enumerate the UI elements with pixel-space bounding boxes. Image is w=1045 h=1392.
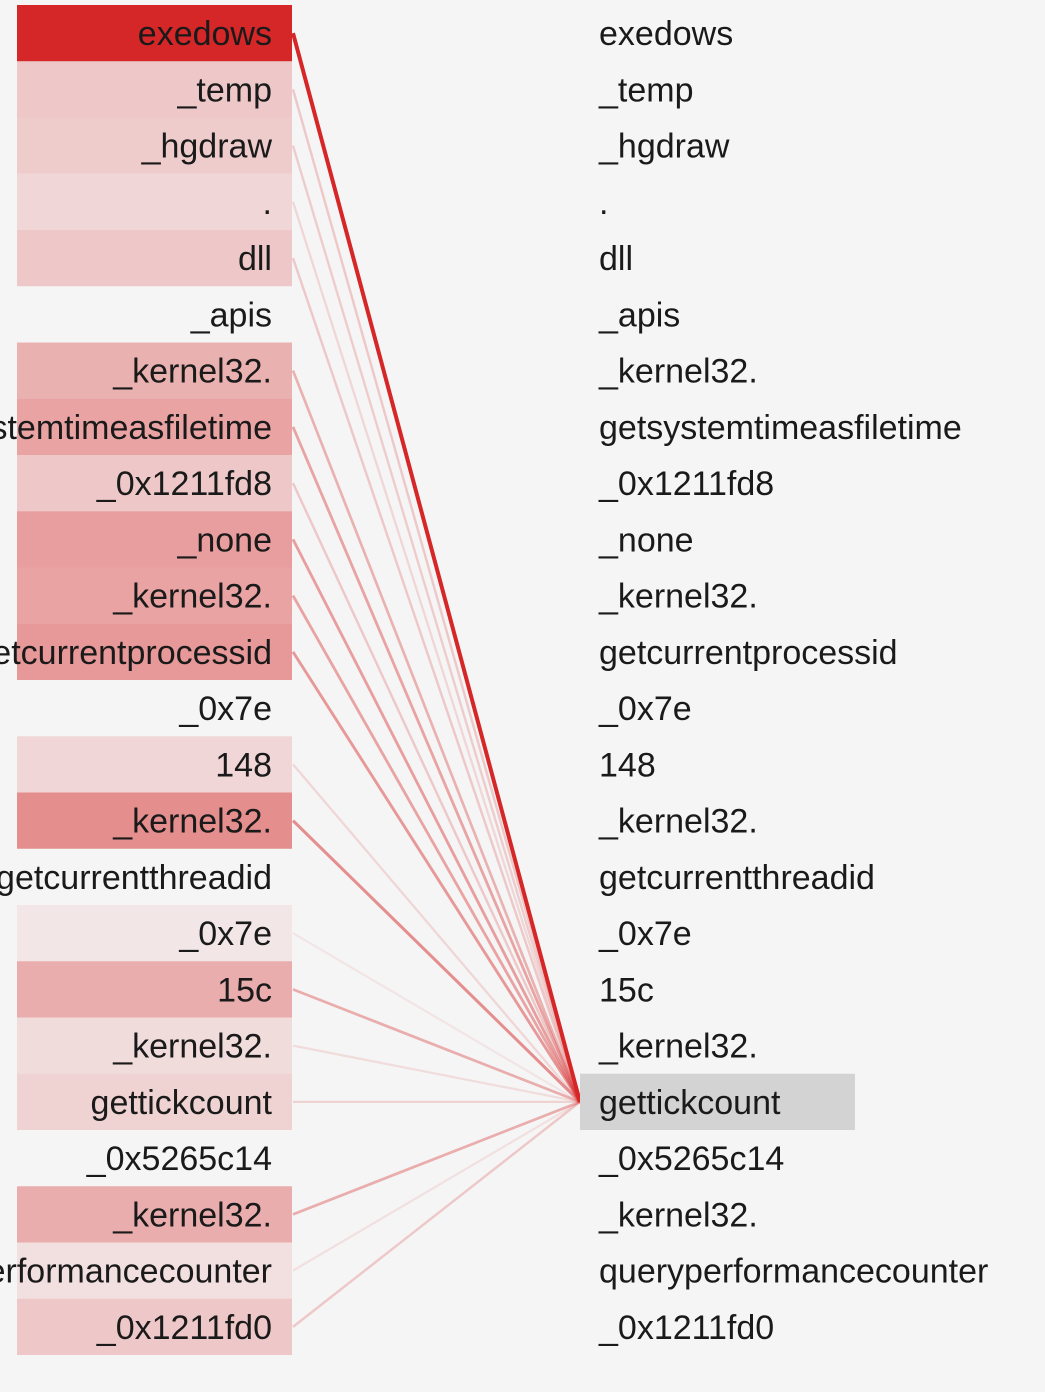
target-token-label[interactable]: queryperformancecounter	[599, 1253, 988, 1291]
attention-line	[291, 257, 582, 1103]
attention-line	[292, 1100, 581, 1216]
target-token-label[interactable]: 148	[599, 746, 656, 784]
source-token-cell	[17, 61, 292, 118]
source-token-label: _0x7e	[178, 690, 272, 728]
target-token-label[interactable]: _none	[598, 521, 694, 559]
attention-line	[292, 1044, 581, 1103]
target-token-label[interactable]: getcurrentprocessid	[599, 634, 898, 672]
source-token-label: _none	[176, 521, 272, 559]
source-token-cell	[17, 342, 292, 399]
attention-line	[291, 594, 582, 1103]
target-token-label[interactable]: getsystemtimeasfiletime	[599, 409, 962, 447]
source-token-label: _kernel32.	[112, 803, 272, 841]
source-token-label: _kernel32.	[112, 353, 272, 391]
highlighted-target-cell[interactable]	[580, 1073, 855, 1130]
attention-line	[291, 370, 582, 1103]
attention-line	[291, 32, 582, 1103]
target-token-label[interactable]: _0x1211fd8	[598, 465, 774, 503]
attention-line	[291, 201, 582, 1103]
target-token-label[interactable]: exedows	[599, 15, 733, 53]
source-token-label: _apis	[190, 296, 272, 334]
source-token-cell	[17, 117, 292, 174]
source-token-cell	[17, 567, 292, 624]
source-token-cell	[17, 961, 292, 1018]
source-token-cell	[17, 623, 292, 680]
attention-line	[292, 763, 581, 1103]
highlighted-target-label[interactable]: gettickcount	[599, 1084, 781, 1122]
attention-line	[291, 89, 582, 1103]
source-token-label: _0x7e	[178, 915, 272, 953]
source-token-label: _hgdraw	[141, 128, 273, 166]
source-token-label: getcurrentprocessid	[0, 634, 272, 672]
source-token-cell	[17, 398, 292, 455]
source-token-label: _0x1211fd0	[96, 1309, 272, 1347]
target-token-label[interactable]: _kernel32.	[598, 1196, 758, 1234]
source-token-cell	[17, 1242, 292, 1299]
attention-line	[292, 932, 581, 1103]
target-token-label[interactable]: _kernel32.	[598, 1028, 758, 1066]
source-token-cell	[17, 792, 292, 849]
source-token-label: queryperformancecounter	[0, 1253, 272, 1291]
target-token-label[interactable]: .	[599, 184, 608, 222]
attention-line	[291, 426, 582, 1103]
source-token-label: getcurrentthreadid	[0, 859, 272, 897]
attention-line	[291, 651, 582, 1103]
attention-line	[292, 1100, 581, 1272]
source-token-label: _kernel32.	[112, 1028, 272, 1066]
target-token-label[interactable]: _hgdraw	[598, 128, 730, 166]
source-token-label: _kernel32.	[112, 1196, 272, 1234]
target-token-column: .exedows_temp_hgdraw.dll_apis_kernel32.g…	[580, 15, 988, 1347]
target-token-label[interactable]: _kernel32.	[598, 803, 758, 841]
source-token-cell	[17, 905, 292, 962]
target-token-label[interactable]: dll	[599, 240, 633, 278]
attention-line	[291, 145, 582, 1103]
source-token-label: _kernel32.	[112, 578, 272, 616]
source-token-label: _0x1211fd8	[96, 465, 272, 503]
source-token-label: gettickcount	[91, 1084, 273, 1122]
target-token-label[interactable]: _kernel32.	[598, 578, 758, 616]
source-token-cell	[17, 1017, 292, 1074]
source-token-label: dll	[238, 240, 272, 278]
attention-lines	[291, 32, 582, 1328]
attention-line	[291, 482, 582, 1103]
target-token-label[interactable]: _0x5265c14	[598, 1140, 784, 1178]
source-token-cell	[17, 230, 292, 287]
target-token-label[interactable]: _0x7e	[598, 915, 692, 953]
attention-line	[292, 1100, 581, 1328]
attention-line	[291, 538, 582, 1103]
attention-line	[292, 988, 581, 1104]
source-token-label: .	[263, 184, 272, 222]
source-token-label: exedows	[138, 15, 272, 53]
target-token-label[interactable]: _0x1211fd0	[598, 1309, 774, 1347]
source-token-cell	[17, 511, 292, 568]
target-token-label[interactable]: _apis	[598, 296, 680, 334]
source-token-cell	[17, 455, 292, 512]
target-token-label[interactable]: _temp	[598, 71, 694, 109]
source-token-column: .exedows_temp_hgdraw.dll_apis_kernel32.g…	[0, 5, 292, 1355]
source-token-cell	[17, 173, 292, 230]
target-token-label[interactable]: getcurrentthreadid	[599, 859, 875, 897]
attention-line	[291, 819, 582, 1103]
source-token-label: _temp	[177, 71, 273, 109]
source-token-label: 15c	[217, 971, 272, 1009]
target-token-label[interactable]: 15c	[599, 971, 654, 1009]
source-token-label: getsystemtimeasfiletime	[0, 409, 272, 447]
target-token-label[interactable]: _kernel32.	[598, 353, 758, 391]
source-token-cell	[17, 5, 292, 62]
source-token-label: 148	[215, 746, 272, 784]
source-token-cell	[17, 1186, 292, 1243]
target-token-label[interactable]: _0x7e	[598, 690, 692, 728]
source-token-cell	[17, 1298, 292, 1355]
source-token-cell	[17, 736, 292, 793]
source-token-label: _0x5265c14	[86, 1140, 272, 1178]
source-token-cell	[17, 1073, 292, 1130]
